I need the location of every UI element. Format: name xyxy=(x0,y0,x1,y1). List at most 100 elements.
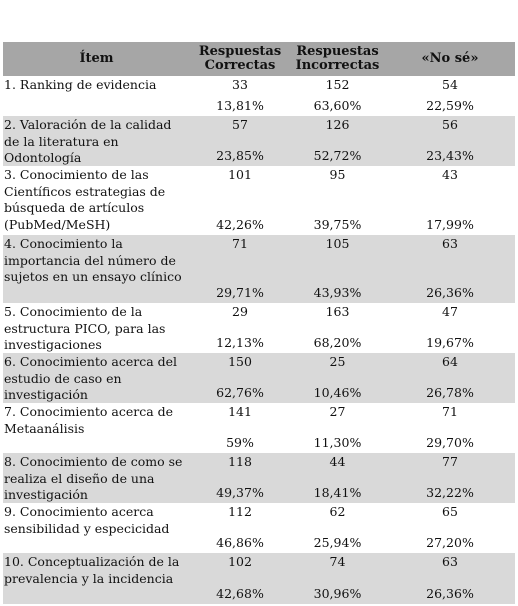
percentage: 62,76% xyxy=(216,385,264,400)
percentage: 26,78% xyxy=(426,385,474,400)
item-cell: 5. Conocimiento de la estructura PICO, p… xyxy=(4,304,166,352)
header-cell: «No sé» xyxy=(385,42,515,76)
count: 47 xyxy=(442,304,458,319)
item-cell: 8. Conocimiento de como se realiza el di… xyxy=(4,454,183,502)
value-cell: 65 27,20% xyxy=(385,503,515,553)
percentage: 23,85% xyxy=(216,148,264,163)
item-cell: 2. Valoración de la calidad de la litera… xyxy=(4,117,172,165)
percentage: 59% xyxy=(226,435,254,450)
value-cell: 47 19,67% xyxy=(385,303,515,353)
value-cell: 126 52,72% xyxy=(290,116,385,166)
count: 29 xyxy=(232,304,248,319)
value-cell: 152 63,60% xyxy=(290,76,385,116)
header-text: Ítem xyxy=(79,51,114,66)
table-row: 5. Conocimiento de la estructura PICO, p… xyxy=(3,303,515,353)
value-cell: 105 43,93% xyxy=(290,235,385,303)
item-cell: 7. Conocimiento acerca de Metaanálisis xyxy=(4,404,174,436)
percentage: 42,68% xyxy=(216,586,264,601)
count: 65 xyxy=(442,504,458,519)
value-cell: 101 42,26% xyxy=(190,166,290,235)
value-cell: 112 46,86% xyxy=(190,503,290,553)
value-cell: 56 23,43% xyxy=(385,116,515,166)
value-cell: 44 18,41% xyxy=(290,453,385,503)
results-table: Ítem Respuestas Correctas Respuestas Incor… xyxy=(3,42,515,604)
count: 150 xyxy=(228,354,252,369)
table-row: 7. Conocimiento acerca de Metaanálisis 14… xyxy=(3,403,515,453)
percentage: 68,20% xyxy=(313,335,362,350)
count: 112 xyxy=(228,504,252,519)
percentage: 39,75% xyxy=(313,217,362,232)
item-cell: 10. Conceptualización de la prevalencia … xyxy=(4,554,180,586)
percentage: 22,59% xyxy=(426,98,474,113)
percentage: 32,22% xyxy=(426,485,474,500)
percentage: 17,99% xyxy=(426,217,474,232)
table-row: 3. Conocimiento de las Científicos estra… xyxy=(3,166,515,235)
percentage: 42,26% xyxy=(216,217,264,232)
table-row: 6. Conocimiento acerca del estudio de ca… xyxy=(3,353,515,403)
percentage: 29,70% xyxy=(426,435,474,450)
header-cell: Respuestas Incorrectas xyxy=(290,42,385,76)
value-cell: 43 17,99% xyxy=(385,166,515,235)
percentage: 52,72% xyxy=(313,148,362,163)
count: 63 xyxy=(442,236,458,251)
table-row: 10. Conceptualización de la prevalencia … xyxy=(3,553,515,604)
header-text: Respuestas Correctas xyxy=(198,44,282,73)
count: 71 xyxy=(442,404,458,419)
percentage: 30,96% xyxy=(313,586,362,601)
value-cell: 63 26,36% xyxy=(385,235,515,303)
value-cell: 71 29,71% xyxy=(190,235,290,303)
count: 62 xyxy=(329,504,346,519)
value-cell: 64 26,78% xyxy=(385,353,515,403)
header-cell: Ítem xyxy=(3,42,190,76)
count: 54 xyxy=(442,77,458,92)
percentage: 49,37% xyxy=(216,485,264,500)
percentage: 46,86% xyxy=(216,535,264,550)
table-row: 1. Ranking de evidencia 33 13,81% 152 63,60%… xyxy=(3,76,515,116)
count: 102 xyxy=(228,554,252,569)
table-row: 9. Conocimiento acerca sensibilidad y es… xyxy=(3,503,515,553)
value-cell: 71 29,70% xyxy=(385,403,515,453)
percentage: 18,41% xyxy=(313,485,362,500)
value-cell: 27 11,30% xyxy=(290,403,385,453)
value-cell: 141 59% xyxy=(190,403,290,453)
item-cell: 1. Ranking de evidencia xyxy=(4,77,157,92)
table-row: 4. Conocimiento la importancia del númer… xyxy=(3,235,515,303)
value-cell: 77 32,22% xyxy=(385,453,515,503)
count: 126 xyxy=(325,117,350,132)
value-cell: 57 23,85% xyxy=(190,116,290,166)
count: 56 xyxy=(442,117,458,132)
item-cell: 6. Conocimiento acerca del estudio de ca… xyxy=(4,354,178,402)
count: 152 xyxy=(325,77,350,92)
value-cell: 54 22,59% xyxy=(385,76,515,116)
table-row: 8. Conocimiento de como se realiza el di… xyxy=(3,453,515,503)
value-cell: 95 39,75% xyxy=(290,166,385,235)
percentage: 19,67% xyxy=(426,335,474,350)
count: 63 xyxy=(442,554,458,569)
percentage: 11,30% xyxy=(313,435,362,450)
percentage: 27,20% xyxy=(426,535,474,550)
item-cell: 3. Conocimiento de las Científicos estra… xyxy=(4,167,166,232)
value-cell: 102 42,68% xyxy=(190,553,290,604)
value-cell: 118 49,37% xyxy=(190,453,290,503)
count: 25 xyxy=(329,354,346,369)
value-cell: 33 13,81% xyxy=(190,76,290,116)
percentage: 25,94% xyxy=(313,535,362,550)
percentage: 23,43% xyxy=(426,148,474,163)
percentage: 26,36% xyxy=(426,285,474,300)
header-text: Respuestas Incorrectas xyxy=(295,44,380,73)
percentage: 26,36% xyxy=(426,586,474,601)
percentage: 12,13% xyxy=(216,335,264,350)
value-cell: 25 10,46% xyxy=(290,353,385,403)
value-cell: 163 68,20% xyxy=(290,303,385,353)
table-row: 2. Valoración de la calidad de la litera… xyxy=(3,116,515,166)
percentage: 43,93% xyxy=(313,285,362,300)
percentage: 63,60% xyxy=(313,98,362,113)
count: 64 xyxy=(442,354,458,369)
percentage: 29,71% xyxy=(216,285,264,300)
count: 118 xyxy=(228,454,252,469)
count: 43 xyxy=(442,167,458,182)
value-cell: 29 12,13% xyxy=(190,303,290,353)
count: 77 xyxy=(442,454,458,469)
value-cell: 62 25,94% xyxy=(290,503,385,553)
count: 33 xyxy=(232,77,248,92)
